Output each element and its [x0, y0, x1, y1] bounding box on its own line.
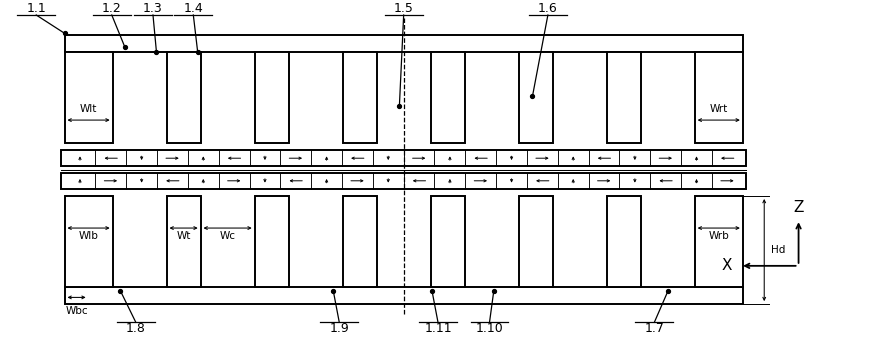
Bar	[607, 196, 640, 287]
Text: 1.5: 1.5	[393, 2, 413, 15]
Bar	[65, 35, 743, 52]
Bar	[431, 196, 464, 287]
Text: 1.6: 1.6	[538, 2, 558, 15]
Text: 1.4: 1.4	[183, 2, 203, 15]
Text: Wlb: Wlb	[79, 232, 98, 241]
Bar	[343, 52, 377, 143]
Text: 1.10: 1.10	[476, 322, 504, 335]
Bar	[255, 52, 288, 143]
Bar	[255, 196, 288, 287]
Bar	[431, 52, 464, 143]
Bar	[607, 52, 640, 143]
Bar	[166, 52, 201, 143]
Text: 1.7: 1.7	[645, 322, 664, 335]
Bar	[61, 173, 746, 189]
Text: X: X	[721, 258, 731, 273]
Text: Wbc: Wbc	[65, 306, 88, 316]
Bar	[519, 196, 553, 287]
Text: Wrb: Wrb	[709, 232, 729, 241]
Text: 1.11: 1.11	[424, 322, 452, 335]
Bar	[65, 287, 743, 304]
Text: Wlt: Wlt	[80, 104, 97, 114]
Bar	[61, 150, 746, 166]
Text: Wt: Wt	[176, 232, 191, 241]
Bar	[343, 196, 377, 287]
Text: Wc: Wc	[220, 232, 236, 241]
Text: 1.3: 1.3	[143, 2, 163, 15]
Text: Z: Z	[794, 200, 804, 215]
Text: 1.8: 1.8	[126, 322, 145, 335]
Text: Hd: Hd	[771, 245, 786, 255]
Bar	[65, 196, 113, 287]
Bar	[695, 52, 743, 143]
Bar	[519, 52, 553, 143]
Bar	[166, 196, 201, 287]
Text: 1.9: 1.9	[329, 322, 350, 335]
Bar	[65, 52, 113, 143]
Text: 1.2: 1.2	[102, 2, 122, 15]
Text: 1.1: 1.1	[26, 2, 46, 15]
Bar	[695, 196, 743, 287]
Text: Wrt: Wrt	[710, 104, 728, 114]
